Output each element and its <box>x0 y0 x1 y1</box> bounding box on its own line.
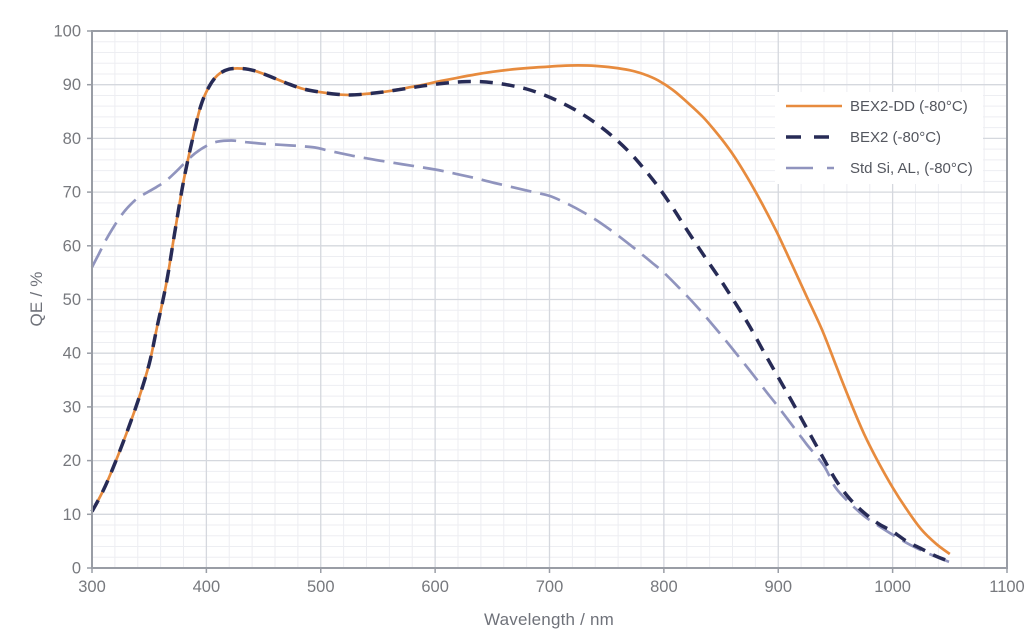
legend-label: Std Si, AL, (-80°C) <box>850 159 973 177</box>
y-tick-label: 20 <box>63 452 81 470</box>
y-tick-label: 70 <box>63 184 81 202</box>
x-tick-label: 500 <box>307 578 335 596</box>
legend-line-long-dash-icon <box>786 166 842 170</box>
series-curve-bex2-dd-80-c <box>90 64 951 556</box>
y-tick-label: 30 <box>63 398 81 416</box>
legend-item-bex2-dd: BEX2-DD (-80°C) <box>785 96 973 116</box>
y-axis-title: QE / % <box>27 271 46 327</box>
legend: BEX2-DD (-80°C) BEX2 (-80°C) Std Si, AL,… <box>775 92 983 184</box>
x-tick-label: 1100 <box>989 578 1024 596</box>
series-curve-std-si-al-80-c <box>90 139 951 564</box>
y-tick-label: 80 <box>63 130 81 148</box>
legend-label: BEX2 (-80°C) <box>850 128 942 146</box>
x-tick-label: 900 <box>764 578 792 596</box>
series-curve-bex2-80-c <box>90 66 951 564</box>
x-tick-label: 600 <box>421 578 449 596</box>
legend-label: BEX2-DD (-80°C) <box>850 97 968 115</box>
legend-line-dashed-icon <box>786 135 842 139</box>
legend-line-solid-icon <box>786 104 842 108</box>
x-tick-label: 300 <box>78 578 106 596</box>
x-tick-label: 700 <box>536 578 564 596</box>
y-tick-label: 90 <box>63 76 81 94</box>
x-tick-label: 1000 <box>874 578 911 596</box>
y-tick-label: 100 <box>53 23 81 41</box>
x-axis-title: Wavelength / nm <box>484 610 614 629</box>
y-tick-label: 10 <box>63 506 81 524</box>
legend-item-bex2: BEX2 (-80°C) <box>785 127 973 147</box>
y-tick-label: 40 <box>63 345 81 363</box>
y-tick-label: 50 <box>63 291 81 309</box>
legend-item-std-si: Std Si, AL, (-80°C) <box>785 158 973 178</box>
x-tick-label: 400 <box>193 578 221 596</box>
y-tick-label: 0 <box>72 560 81 578</box>
y-tick-label: 60 <box>63 237 81 255</box>
x-tick-label: 800 <box>650 578 678 596</box>
